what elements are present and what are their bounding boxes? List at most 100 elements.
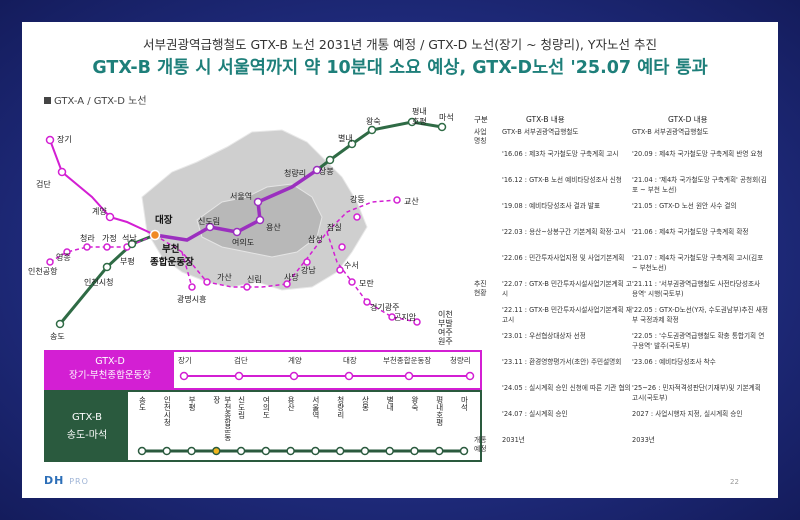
table-category-cell: 개통 예정 — [474, 436, 487, 453]
station-label-bucheon-stadium-1: 부천 — [162, 243, 179, 255]
table-row: '19.08 : 예비타당성조사 결과 발표 '21.05 : GTX-D 노선 … — [474, 202, 774, 228]
gtx-b-strip-station: 여의도 — [261, 396, 271, 419]
gtx-b-strip-dot — [410, 446, 419, 456]
gtx-b-strip-station: 서울역 — [311, 396, 321, 419]
station-dot-janggi — [45, 135, 55, 145]
table-row: '23.01 : 우선협상대상자 선정 '22.05 : '수도권광역급행철도 확… — [474, 332, 774, 358]
gtx-d-strip-station: 검단 — [234, 356, 248, 365]
table-row: '23.11 : 환경영향평가서(초안) 주민설명회 '23.06 : 예비타당성… — [474, 358, 774, 384]
gtx-b-panel: GTX-B 송도-마석 송도 인천시청 부평 부천종합운동장 신도림 여의도 용산 서울역 청량… — [44, 390, 482, 462]
table-row: '24.05 : 실시계획 승인 신청에 따른 기관 협의 '25~26 : 민자… — [474, 384, 774, 410]
gtx-b-route: 송도-마석 — [66, 430, 108, 441]
station-label-gajeong: 가정 — [102, 233, 117, 243]
station-label-wangsuk: 왕숙 — [366, 117, 381, 126]
station-label-yeongjong: 영종 — [56, 252, 71, 262]
station-label-geomdan: 검단 — [36, 179, 51, 189]
station-dot-seoul-station — [253, 197, 263, 207]
gtx-d-panel: GTX-D 장기-부천종합운동장 장기 검단 계양 대장 부천종합운동장 청량리 — [44, 350, 482, 390]
table-category-cell: 사업 명칭 — [474, 128, 487, 145]
station-label-maseok: 마석 — [439, 112, 454, 122]
gtx-b-strip-dot — [236, 446, 246, 456]
legend-text: GTX-A / GTX-D 노선 — [54, 96, 147, 107]
table-gtx-d-cell: 2027 : 사업시행자 지정, 실시계획 승인 — [632, 410, 743, 418]
table-row: '16.12 : GTX-B 노선 예비타당성조사 신청 '21.04 : '제4… — [474, 176, 774, 202]
station-label-yeouido: 여의도 — [232, 237, 254, 247]
gtx-b-strip-dot — [459, 446, 469, 456]
station-label-cheongna: 청라 — [80, 234, 95, 243]
gtx-b-panel-header: GTX-B 송도-마석 — [46, 392, 128, 460]
table-gtx-b-cell: '22.06 : 민간투자사업지정 및 사업기본계획 — [502, 254, 625, 262]
station-dot-yeouido — [232, 227, 242, 237]
gtx-d-strip-station: 대장 — [343, 356, 357, 365]
station-label-byeollae: 별내 — [338, 133, 353, 143]
page-number: 22 — [730, 478, 739, 486]
station-dot-jamsil — [338, 243, 346, 251]
station-label-songdo: 송도 — [50, 332, 65, 341]
station-dot-bucheon-stadium — [149, 229, 161, 241]
gtx-d-strip — [179, 371, 475, 381]
station-label-incheon-sicheong: 인천시청 — [84, 277, 113, 287]
table-row: '16.06 : 제3차 국가철도망 구축계획 고시 '20.09 : 제4차 국… — [474, 150, 774, 176]
table-gtx-d-cell: GTX-B 서부권광역급행철도 — [632, 128, 709, 136]
gtx-b-strip-dot — [137, 446, 147, 456]
station-label-icheon-1: 이천 — [438, 309, 453, 319]
table-header-gtx-d: GTX-D 내용 — [668, 115, 708, 124]
station-label-incheon-airport: 인천공항 — [28, 266, 58, 276]
station-dot-gangnam — [303, 258, 311, 266]
table-gtx-b-cell: 2031년 — [502, 436, 525, 444]
gtx-d-panel-header: GTX-D 장기-부천종합운동장 — [46, 352, 174, 388]
table-gtx-d-cell: '25~26 : 민자적격성판단(기재부)및 기본계획 고시(국토부) — [632, 384, 761, 402]
dh-logo: DH PRO — [44, 474, 89, 487]
legend-square-icon — [44, 97, 51, 104]
station-dot-incheon-sicheong — [102, 262, 112, 272]
table-gtx-d-cell: '23.06 : 예비타당성조사 착수 — [632, 358, 716, 366]
table-row: '22.06 : 민간투자사업지정 및 사업기본계획 '21.07 : 제4차 국… — [474, 254, 774, 280]
gtx-d-strip-station: 계양 — [288, 356, 302, 365]
station-dot-pyeongnae — [407, 117, 417, 127]
station-label-icheon-2: 부발 — [438, 318, 453, 328]
gtx-b-strip-station: 부평 — [187, 396, 197, 411]
gtx-b-strip-dot — [261, 446, 271, 456]
table-gtx-b-cell: GTX-B 서부권광역급행철도 — [502, 128, 579, 136]
station-label-gangdong: 강동 — [350, 194, 365, 204]
table-gtx-d-cell: '21.05 : GTX-D 노선 원안 사수 결의 — [632, 202, 737, 210]
gtx-b-line-seoul — [154, 168, 318, 242]
station-label-icheon-4: 원주 — [438, 337, 453, 346]
station-dot-sindorim — [205, 222, 215, 232]
station-dot-bupyeong — [127, 239, 137, 249]
table-gtx-b-cell: '23.01 : 우선협상대상자 선정 — [502, 332, 586, 340]
table-gtx-b-cell: '22.07 : GTX-B 민간투자시설사업기본계획 고시 — [502, 280, 632, 298]
station-label-daejang: 대장 — [155, 214, 173, 226]
table-row: '22.03 : 용산~상봉구간 기본계획 확정·고시 '21.06 : 제4차 … — [474, 228, 774, 254]
table-gtx-d-cell: '21.11 : '서부권광역급행철도 사전타당성조사 용역' 시행(국토부) — [632, 280, 761, 298]
station-label-sillim: 신림 — [247, 274, 262, 284]
gtx-b-strip-station: 신도림 — [237, 396, 247, 419]
gtx-d-line-southeast — [326, 231, 418, 323]
route-map: 장기 검단 계양 청라 가정 석남 영종 인천공항 부평 인천시청 송도 대장 … — [28, 106, 454, 346]
station-label-gyosan: 교산 — [404, 196, 419, 206]
station-label-yongsan: 용산 — [266, 222, 281, 232]
station-label-gwangmyeong: 광명시흥 — [177, 294, 206, 304]
station-label-seoknam: 석남 — [122, 233, 137, 243]
gtx-d-strip-dot — [289, 371, 299, 381]
gtx-b-strip-dot — [162, 446, 172, 456]
gtx-d-strip-dot — [344, 371, 354, 381]
station-dot-cheongna — [83, 243, 91, 251]
station-dot-moran — [348, 278, 356, 286]
station-label-bupyeong: 부평 — [120, 256, 135, 266]
station-dot-gangdong — [353, 213, 361, 221]
table-category-cell: 추진 현황 — [474, 280, 487, 297]
station-label-pyeongnae-2: 호평 — [412, 116, 427, 126]
gtx-b-strip-dot — [286, 446, 295, 456]
table-gtx-b-cell: '16.06 : 제3차 국가철도망 구축계획 고시 — [502, 150, 619, 158]
station-label-sangbong: 상봉 — [319, 166, 334, 176]
station-label-sindorim: 신도림 — [198, 216, 220, 226]
table-gtx-b-cell: '24.07 : 실시계획 승인 — [502, 410, 568, 418]
station-dot-suseo — [336, 266, 344, 274]
station-dot-maseok — [437, 122, 447, 132]
station-dot-gyeonggi-gwangju — [363, 298, 371, 306]
table-gtx-d-cell: '22.05 : '수도권광역급행철도 확충 통합기획 연구용역' 발주(국토부… — [632, 332, 765, 350]
station-dot-gasan — [203, 278, 211, 286]
station-dot-yongsan — [255, 215, 265, 225]
